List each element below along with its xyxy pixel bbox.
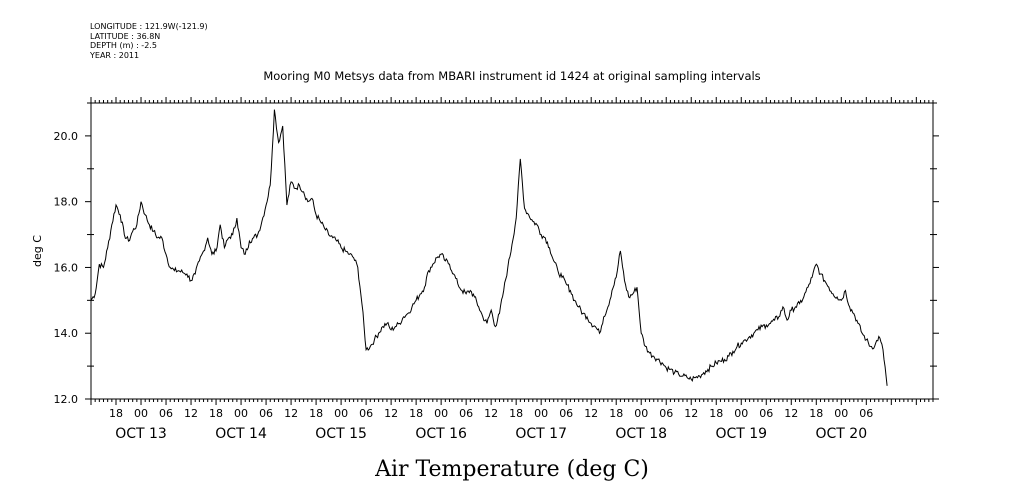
year-text: YEAR : 2011 <box>90 50 140 60</box>
x-hour-tick-label: 06 <box>859 407 873 420</box>
y-tick-label: 20.0 <box>54 130 79 143</box>
chart-title: Mooring M0 Metsys data from MBARI instru… <box>263 69 760 83</box>
x-hour-tick-label: 12 <box>384 407 398 420</box>
x-date-label: OCT 13 <box>115 426 167 442</box>
y-axis-label: deg C <box>31 235 44 267</box>
x-hour-tick-label: 06 <box>559 407 573 420</box>
x-hour-tick-label: 18 <box>809 407 823 420</box>
x-hour-tick-label: 00 <box>334 407 348 420</box>
x-hour-tick-label: 12 <box>484 407 498 420</box>
x-date-label: OCT 15 <box>315 426 367 442</box>
x-hour-tick-label: 06 <box>159 407 173 420</box>
longitude-text: LONGITUDE : 121.9W(-121.9) <box>90 22 208 31</box>
x-date-label: OCT 14 <box>215 426 267 442</box>
x-date-label: OCT 17 <box>515 426 567 442</box>
x-hour-tick-label: 00 <box>534 407 548 420</box>
y-tick-label: 16.0 <box>54 261 79 274</box>
x-hour-tick-label: 12 <box>284 407 298 420</box>
x-hour-tick-label: 18 <box>609 407 623 420</box>
x-hour-tick-label: 18 <box>409 407 423 420</box>
series-line-air-temperature <box>90 109 888 386</box>
x-hour-tick-label: 12 <box>784 407 798 420</box>
x-date-label: OCT 20 <box>815 426 867 442</box>
x-hour-tick-label: 06 <box>259 407 273 420</box>
x-hour-tick-label: 00 <box>734 407 748 420</box>
x-hour-tick-label: 18 <box>309 407 323 420</box>
x-date-label: OCT 18 <box>615 426 667 442</box>
x-hour-tick-label: 06 <box>759 407 773 420</box>
y-tick-label: 18.0 <box>54 196 79 209</box>
latitude-text: LATITUDE : 36.8N <box>90 31 161 41</box>
x-hour-tick-label: 00 <box>134 407 148 420</box>
x-hour-tick-label: 00 <box>834 407 848 420</box>
station-metadata: LONGITUDE : 121.9W(-121.9) LATITUDE : 36… <box>90 22 208 60</box>
x-hour-tick-label: 12 <box>184 407 198 420</box>
x-hour-tick-label: 00 <box>234 407 248 420</box>
x-hour-tick-label: 06 <box>659 407 673 420</box>
x-date-label: OCT 19 <box>715 426 767 442</box>
plot-frame <box>90 102 934 400</box>
x-hour-tick-label: 06 <box>359 407 373 420</box>
y-tick-label: 14.0 <box>54 327 79 340</box>
y-tick-label: 12.0 <box>54 393 79 406</box>
x-hour-tick-label: 00 <box>434 407 448 420</box>
x-hour-tick-label: 18 <box>209 407 223 420</box>
x-hour-tick-label: 18 <box>109 407 123 420</box>
axis-labels: 18 00 06 12 18 00 06 12 18 00 06 12 18 00 06 12 18 00 06 12… <box>54 130 874 442</box>
x-date-label: OCT 16 <box>415 426 467 442</box>
x-hour-tick-label: 12 <box>684 407 698 420</box>
axis-ticks <box>85 97 939 405</box>
x-hour-tick-label: 18 <box>709 407 723 420</box>
x-axis-label: Air Temperature (deg C) <box>374 457 649 482</box>
x-hour-tick-label: 00 <box>634 407 648 420</box>
x-hour-tick-label: 06 <box>459 407 473 420</box>
x-hour-tick-label: 18 <box>509 407 523 420</box>
depth-text: DEPTH (m) : -2.5 <box>90 41 157 50</box>
x-hour-tick-label: 12 <box>584 407 598 420</box>
